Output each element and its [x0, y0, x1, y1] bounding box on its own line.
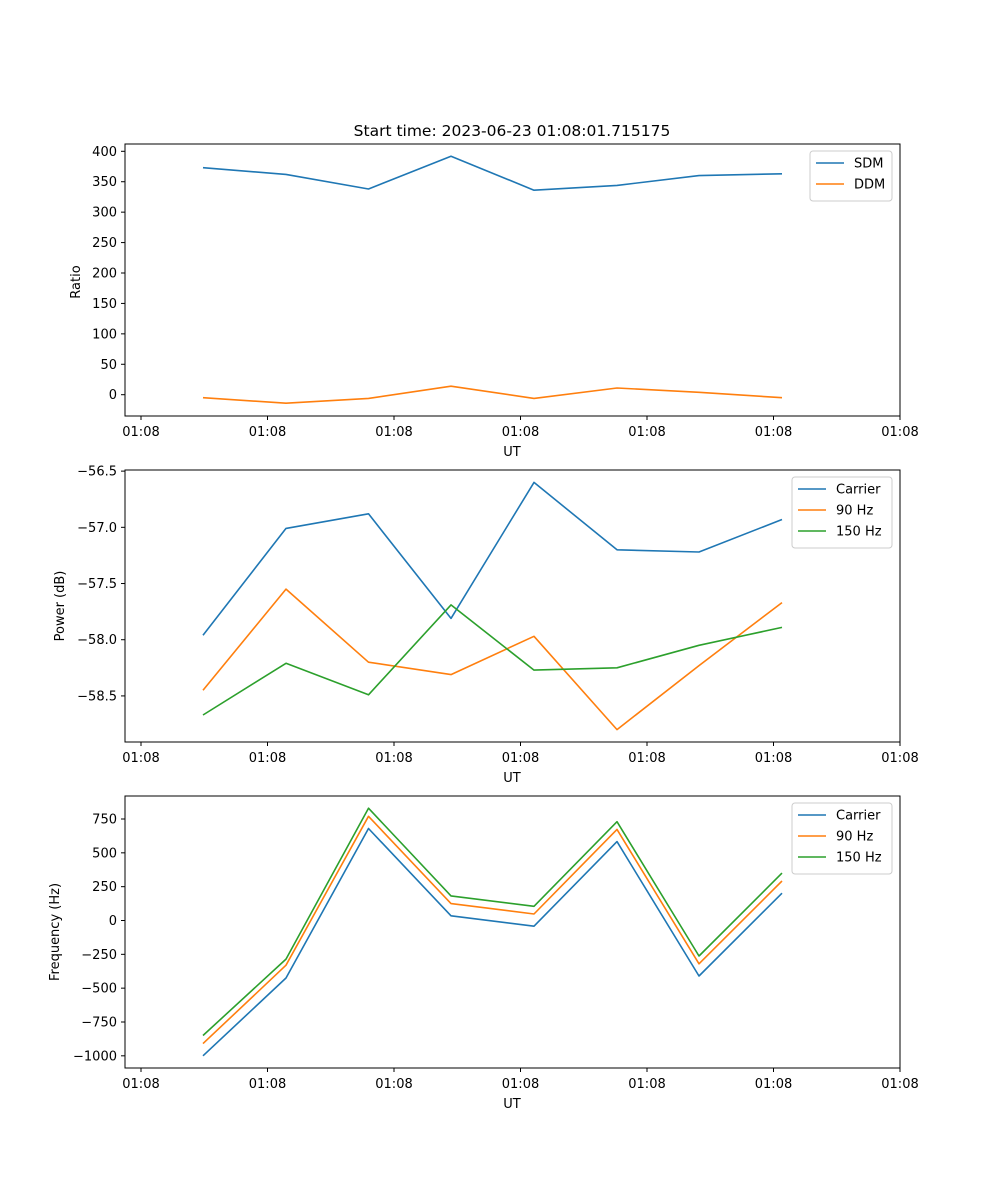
ratio-y-tick-label: 400 [92, 145, 117, 160]
frequency-x-tick-label: 01:08 [755, 1077, 792, 1092]
power-series-150-hz-line [202, 604, 783, 716]
frequency-panel: UT Frequency (Hz) 01:08 01:08 01:08 01:08 01… [48, 795, 919, 1112]
power-x-tick-label: 01:08 [881, 751, 918, 766]
power-x-tick-label: 01:08 [249, 751, 286, 766]
frequency-legend-label: 150 Hz [836, 851, 882, 866]
power-x-tick-label: 01:08 [122, 751, 159, 766]
ratio-x-tick-label: 01:08 [249, 425, 286, 440]
frequency-x-tick-label: 01:08 [628, 1077, 665, 1092]
power-x-tick-label: 01:08 [628, 751, 665, 766]
ratio-series-ddm-line [202, 385, 783, 405]
ratio-xlabel: UT [503, 445, 521, 460]
power-x-tick-label: 01:08 [375, 751, 412, 766]
frequency-y-tick-label: 0 [109, 914, 117, 929]
power-series-carrier-line [202, 481, 783, 636]
frequency-y-tick-label: −750 [81, 1015, 117, 1030]
ratio-legend-label: SDM [854, 157, 883, 172]
power-legend-label: Carrier [836, 483, 881, 498]
figure-title: Start time: 2023-06-23 01:08:01.715175 [354, 122, 671, 140]
frequency-x-tick-label: 01:08 [375, 1077, 412, 1092]
power-x-tick-label: 01:08 [755, 751, 792, 766]
ratio-y-tick-label: 100 [92, 327, 117, 342]
ratio-legend-label: DDM [854, 178, 885, 193]
ratio-x-tick-label: 01:08 [502, 425, 539, 440]
ratio-axes-frame [124, 143, 901, 417]
frequency-y-tick-label: −1000 [73, 1049, 117, 1064]
ratio-x-tick-label: 01:08 [755, 425, 792, 440]
frequency-series-150-hz-line [202, 807, 783, 1037]
ratio-y-tick-label: 0 [109, 388, 117, 403]
ratio-y-tick-label: 350 [92, 175, 117, 190]
frequency-y-tick-label: 500 [92, 846, 117, 861]
frequency-series-carrier-line [202, 827, 783, 1057]
power-series-90-hz-line [202, 588, 783, 731]
frequency-y-tick-label: 750 [92, 813, 117, 828]
frequency-legend-label: Carrier [836, 809, 881, 824]
frequency-x-tick-label: 01:08 [122, 1077, 159, 1092]
ratio-x-tick-label: 01:08 [881, 425, 918, 440]
power-y-tick-label: −58.5 [77, 689, 117, 704]
power-y-tick-label: −57.0 [77, 521, 117, 536]
frequency-ylabel: Frequency (Hz) [48, 883, 63, 981]
frequency-legend-label: 90 Hz [836, 830, 873, 845]
ratio-ylabel: Ratio [69, 265, 84, 298]
ratio-y-tick-label: 300 [92, 206, 117, 221]
ratio-x-tick-label: 01:08 [375, 425, 412, 440]
ratio-y-tick-label: 150 [92, 297, 117, 312]
frequency-y-tick-label: 250 [92, 880, 117, 895]
frequency-legend: Carrier 90 Hz 150 Hz [791, 802, 893, 875]
power-legend-label: 150 Hz [836, 525, 882, 540]
power-legend: Carrier 90 Hz 150 Hz [791, 476, 893, 549]
power-axes-frame [124, 469, 901, 743]
frequency-x-tick-label: 01:08 [502, 1077, 539, 1092]
ratio-y-tick-label: 250 [92, 236, 117, 251]
frequency-series-90-hz-line [202, 815, 783, 1045]
power-y-tick-label: −58.0 [77, 633, 117, 648]
power-y-tick-label: −56.5 [77, 465, 117, 480]
frequency-xlabel: UT [503, 1097, 521, 1112]
ratio-x-tick-label: 01:08 [122, 425, 159, 440]
frequency-x-tick-label: 01:08 [881, 1077, 918, 1092]
power-xlabel: UT [503, 771, 521, 786]
power-legend-label: 90 Hz [836, 504, 873, 519]
ratio-panel: UT Ratio 01:08 01:08 01:08 01:08 01:08 01:08 0… [69, 143, 919, 460]
ratio-series-sdm-line [202, 155, 783, 191]
frequency-axes-frame [124, 795, 901, 1069]
ratio-y-tick-label: 200 [92, 267, 117, 282]
ratio-x-tick-label: 01:08 [628, 425, 665, 440]
power-x-tick-label: 01:08 [502, 751, 539, 766]
power-y-tick-label: −57.5 [77, 577, 117, 592]
frequency-y-tick-label: −250 [81, 948, 117, 963]
frequency-x-tick-label: 01:08 [249, 1077, 286, 1092]
ratio-y-tick-label: 50 [100, 358, 117, 373]
power-panel: UT Power (dB) 01:08 01:08 01:08 01:08 01:08 0… [53, 465, 919, 786]
ratio-legend: SDM DDM [809, 150, 893, 202]
frequency-y-tick-label: −500 [81, 982, 117, 997]
power-ylabel: Power (dB) [53, 571, 68, 642]
